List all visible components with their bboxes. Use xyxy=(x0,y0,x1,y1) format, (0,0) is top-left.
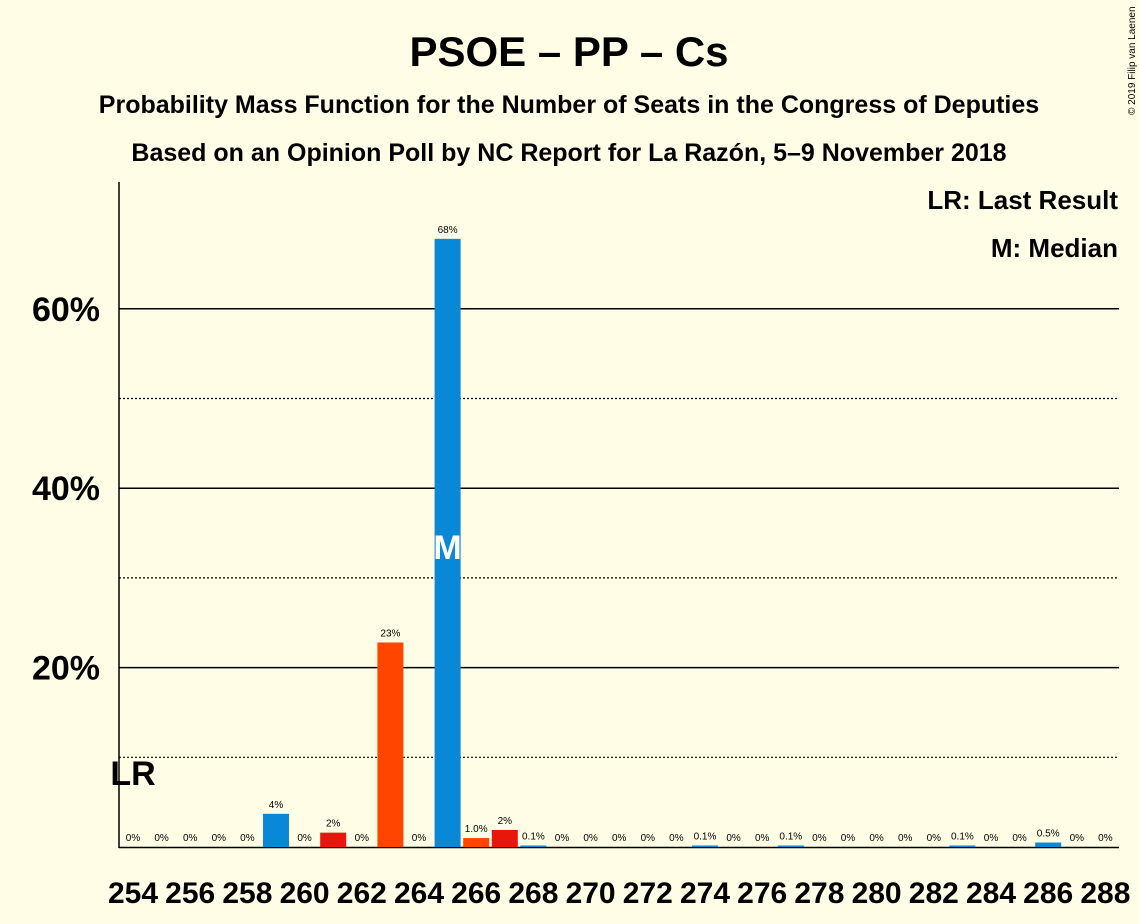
bar-265 xyxy=(434,238,461,848)
x-tick-label: 276 xyxy=(737,877,787,910)
bar-263 xyxy=(377,642,404,847)
x-tick-label: 262 xyxy=(337,877,387,910)
x-tick-label: 260 xyxy=(280,877,330,910)
data-label-261: 2% xyxy=(326,819,341,830)
x-tick-label: 270 xyxy=(566,877,616,910)
data-label-285: 0% xyxy=(1012,833,1027,844)
bar-267 xyxy=(491,829,518,847)
x-tick-label: 256 xyxy=(165,877,215,910)
x-tick-label: 286 xyxy=(1023,877,1073,910)
data-label-282: 0% xyxy=(927,833,942,844)
x-tick-label: 266 xyxy=(451,877,501,910)
y-tick-labels: 20% 40% 60% xyxy=(32,291,100,688)
data-label-260: 0% xyxy=(297,833,312,844)
data-label-274: 0.1% xyxy=(694,832,717,843)
data-label-263: 23% xyxy=(380,628,400,639)
data-label-272: 0% xyxy=(641,833,656,844)
data-label-287: 0% xyxy=(1070,833,1085,844)
x-tick-label: 258 xyxy=(222,877,272,910)
data-label-270: 0% xyxy=(583,833,598,844)
x-tick-label: 284 xyxy=(966,877,1016,910)
data-label-288: 0% xyxy=(1098,833,1113,844)
data-label-264: 0% xyxy=(412,833,427,844)
bar-268 xyxy=(520,845,547,847)
bar-283 xyxy=(949,845,976,847)
axes xyxy=(118,182,1119,849)
x-tick-label: 282 xyxy=(909,877,959,910)
data-label-268: 0.1% xyxy=(522,832,545,843)
last-result-marker: LR xyxy=(110,755,155,793)
data-label-273: 0% xyxy=(669,833,684,844)
x-tick-label: 278 xyxy=(794,877,844,910)
bar-274 xyxy=(692,845,718,847)
x-tick-labels: 254 256 258 260 262 264 266 268 270 272 274 276 278 2… xyxy=(108,877,1130,910)
chart-subtitle: Probability Mass Function for the Number… xyxy=(99,91,1039,119)
data-label-276: 0% xyxy=(755,833,770,844)
data-label-279: 0% xyxy=(841,833,856,844)
markers: LR M xyxy=(110,529,461,793)
bar-277 xyxy=(777,845,804,847)
data-label-286: 0.5% xyxy=(1037,829,1060,840)
data-label-278: 0% xyxy=(812,833,827,844)
y-tick-label: 40% xyxy=(32,470,100,508)
data-label-256: 0% xyxy=(183,833,198,844)
data-label-275: 0% xyxy=(726,833,741,844)
data-label-254: 0% xyxy=(126,833,141,844)
x-tick-label: 274 xyxy=(680,877,730,910)
data-label-281: 0% xyxy=(898,833,913,844)
data-label-265: 68% xyxy=(438,225,458,236)
y-tick-label: 60% xyxy=(32,291,100,329)
x-tick-label: 254 xyxy=(108,877,158,910)
bar-286 xyxy=(1035,842,1062,847)
data-label-283: 0.1% xyxy=(951,832,974,843)
data-label-262: 0% xyxy=(355,833,370,844)
data-label-271: 0% xyxy=(612,833,627,844)
data-label-266: 1.0% xyxy=(465,824,488,835)
x-tick-label: 280 xyxy=(852,877,902,910)
gridlines xyxy=(119,308,1119,758)
data-label-259: 4% xyxy=(269,800,284,811)
x-tick-label: 268 xyxy=(508,877,558,910)
data-label-284: 0% xyxy=(984,833,999,844)
y-tick-label: 20% xyxy=(32,650,100,688)
data-label-258: 0% xyxy=(240,833,255,844)
median-marker: M xyxy=(433,529,461,567)
data-label-267: 2% xyxy=(498,816,513,827)
bars xyxy=(263,238,1062,848)
data-label-280: 0% xyxy=(869,833,884,844)
data-label-255: 0% xyxy=(154,833,169,844)
copyright-notice: © 2019 Filip van Laenen xyxy=(1127,6,1138,115)
legend-median: M: Median xyxy=(991,233,1118,263)
x-tick-label: 272 xyxy=(623,877,673,910)
bar-266 xyxy=(463,838,490,847)
data-label-257: 0% xyxy=(212,833,227,844)
data-label-277: 0.1% xyxy=(779,832,802,843)
legend-last-result: LR: Last Result xyxy=(927,185,1118,215)
x-tick-label: 288 xyxy=(1080,877,1130,910)
data-labels: 0% 0% 0% 0% 0% 4% 0% 2% 0% 23% 0% 68% 1.0% 2% 0.1% 0% 0%… xyxy=(126,225,1113,844)
bar-259 xyxy=(263,813,289,847)
x-tick-label: 264 xyxy=(394,877,444,910)
chart-subtitle-source: Based on an Opinion Poll by NC Report fo… xyxy=(131,139,1006,167)
data-label-269: 0% xyxy=(555,833,570,844)
bar-261 xyxy=(320,832,347,847)
chart-title: PSOE – PP – Cs xyxy=(409,28,728,75)
